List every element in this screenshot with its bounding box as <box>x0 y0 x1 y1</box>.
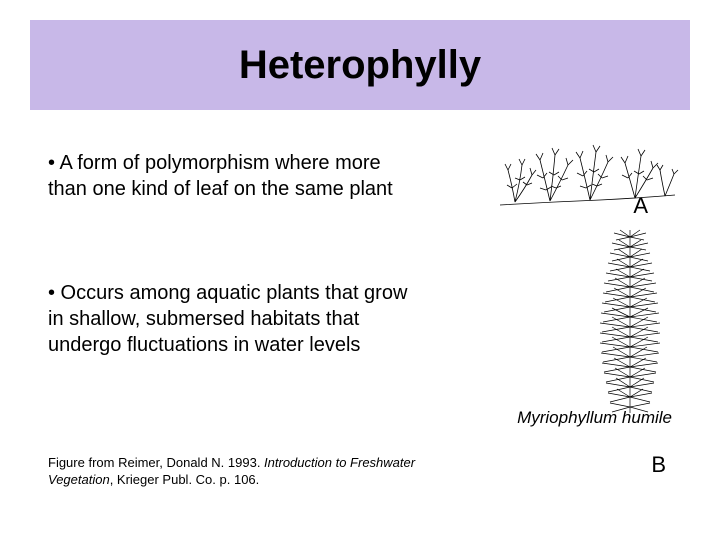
figure-citation: Figure from Reimer, Donald N. 1993. Intr… <box>48 455 428 489</box>
plant-illustration-a <box>490 130 680 220</box>
label-a: A <box>633 193 648 219</box>
citation-suffix: , Krieger Publ. Co. p. 106. <box>110 472 260 487</box>
plant-illustration-b <box>590 225 670 415</box>
species-name: Myriophyllum humile <box>517 408 672 428</box>
page-title: Heterophylly <box>239 43 481 88</box>
bullet-1: • A form of polymorphism where more than… <box>48 150 408 202</box>
label-b: B <box>651 452 666 478</box>
citation-prefix: Figure from Reimer, Donald N. 1993. <box>48 455 264 470</box>
bullet-2: • Occurs among aquatic plants that grow … <box>48 280 408 358</box>
title-band: Heterophylly <box>30 20 690 110</box>
